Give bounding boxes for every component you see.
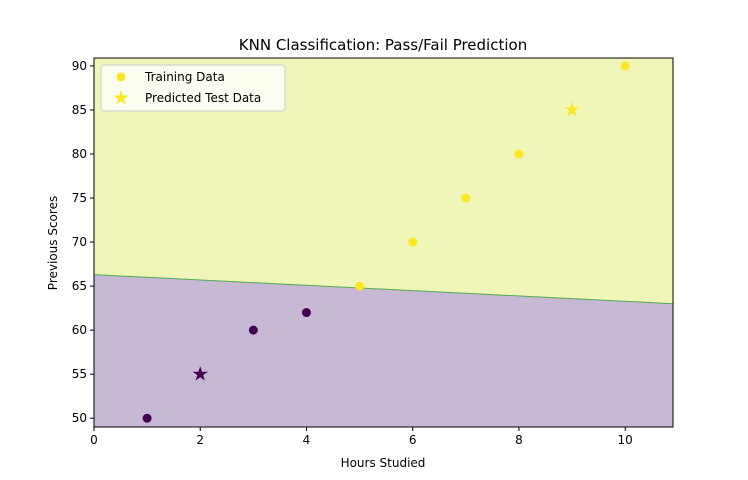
training-point [461,193,471,203]
x-tick-label: 2 [196,433,204,447]
training-point [301,308,311,318]
training-point [355,281,365,291]
legend-box [100,64,286,112]
y-tick-label: 50 [72,411,87,425]
y-tick-label: 60 [72,323,87,337]
legend-label: Predicted Test Data [145,91,261,105]
x-tick-label: 6 [409,433,417,447]
test-point [192,366,208,381]
x-axis-label: Hours Studied [341,456,426,470]
pass-region [94,58,673,304]
training-point [514,149,524,159]
legend: Training Data Predicted Test Data [100,64,286,112]
legend-star-icon [113,90,129,105]
y-tick-label: 55 [72,367,87,381]
y-tick-label: 85 [72,103,87,117]
y-tick-label: 90 [72,59,87,73]
y-axis-label: Previous Scores [46,196,60,290]
fail-region [94,274,673,427]
chart-title: KNN Classification: Pass/Fail Prediction [239,36,527,54]
training-point [248,325,258,335]
decision-boundary-line [93,274,674,305]
x-tick-label: 10 [618,433,633,447]
y-tick-label: 70 [72,235,87,249]
training-point [408,237,418,247]
plot-area [93,57,674,428]
y-tick-label: 75 [72,191,87,205]
y-tick-label: 65 [72,279,87,293]
y-tick-label: 80 [72,147,87,161]
x-tick-label: 4 [303,433,311,447]
training-point [620,61,630,71]
y-axis: 50 55 60 65 70 75 80 85 90 [72,59,94,425]
legend-label: Training Data [144,70,225,84]
training-point [142,413,152,423]
x-tick-label: 8 [515,433,523,447]
x-axis: 0 2 4 6 8 10 [90,427,633,447]
test-point [564,101,580,117]
x-tick-label: 0 [90,433,98,447]
legend-circle-icon [116,72,126,82]
